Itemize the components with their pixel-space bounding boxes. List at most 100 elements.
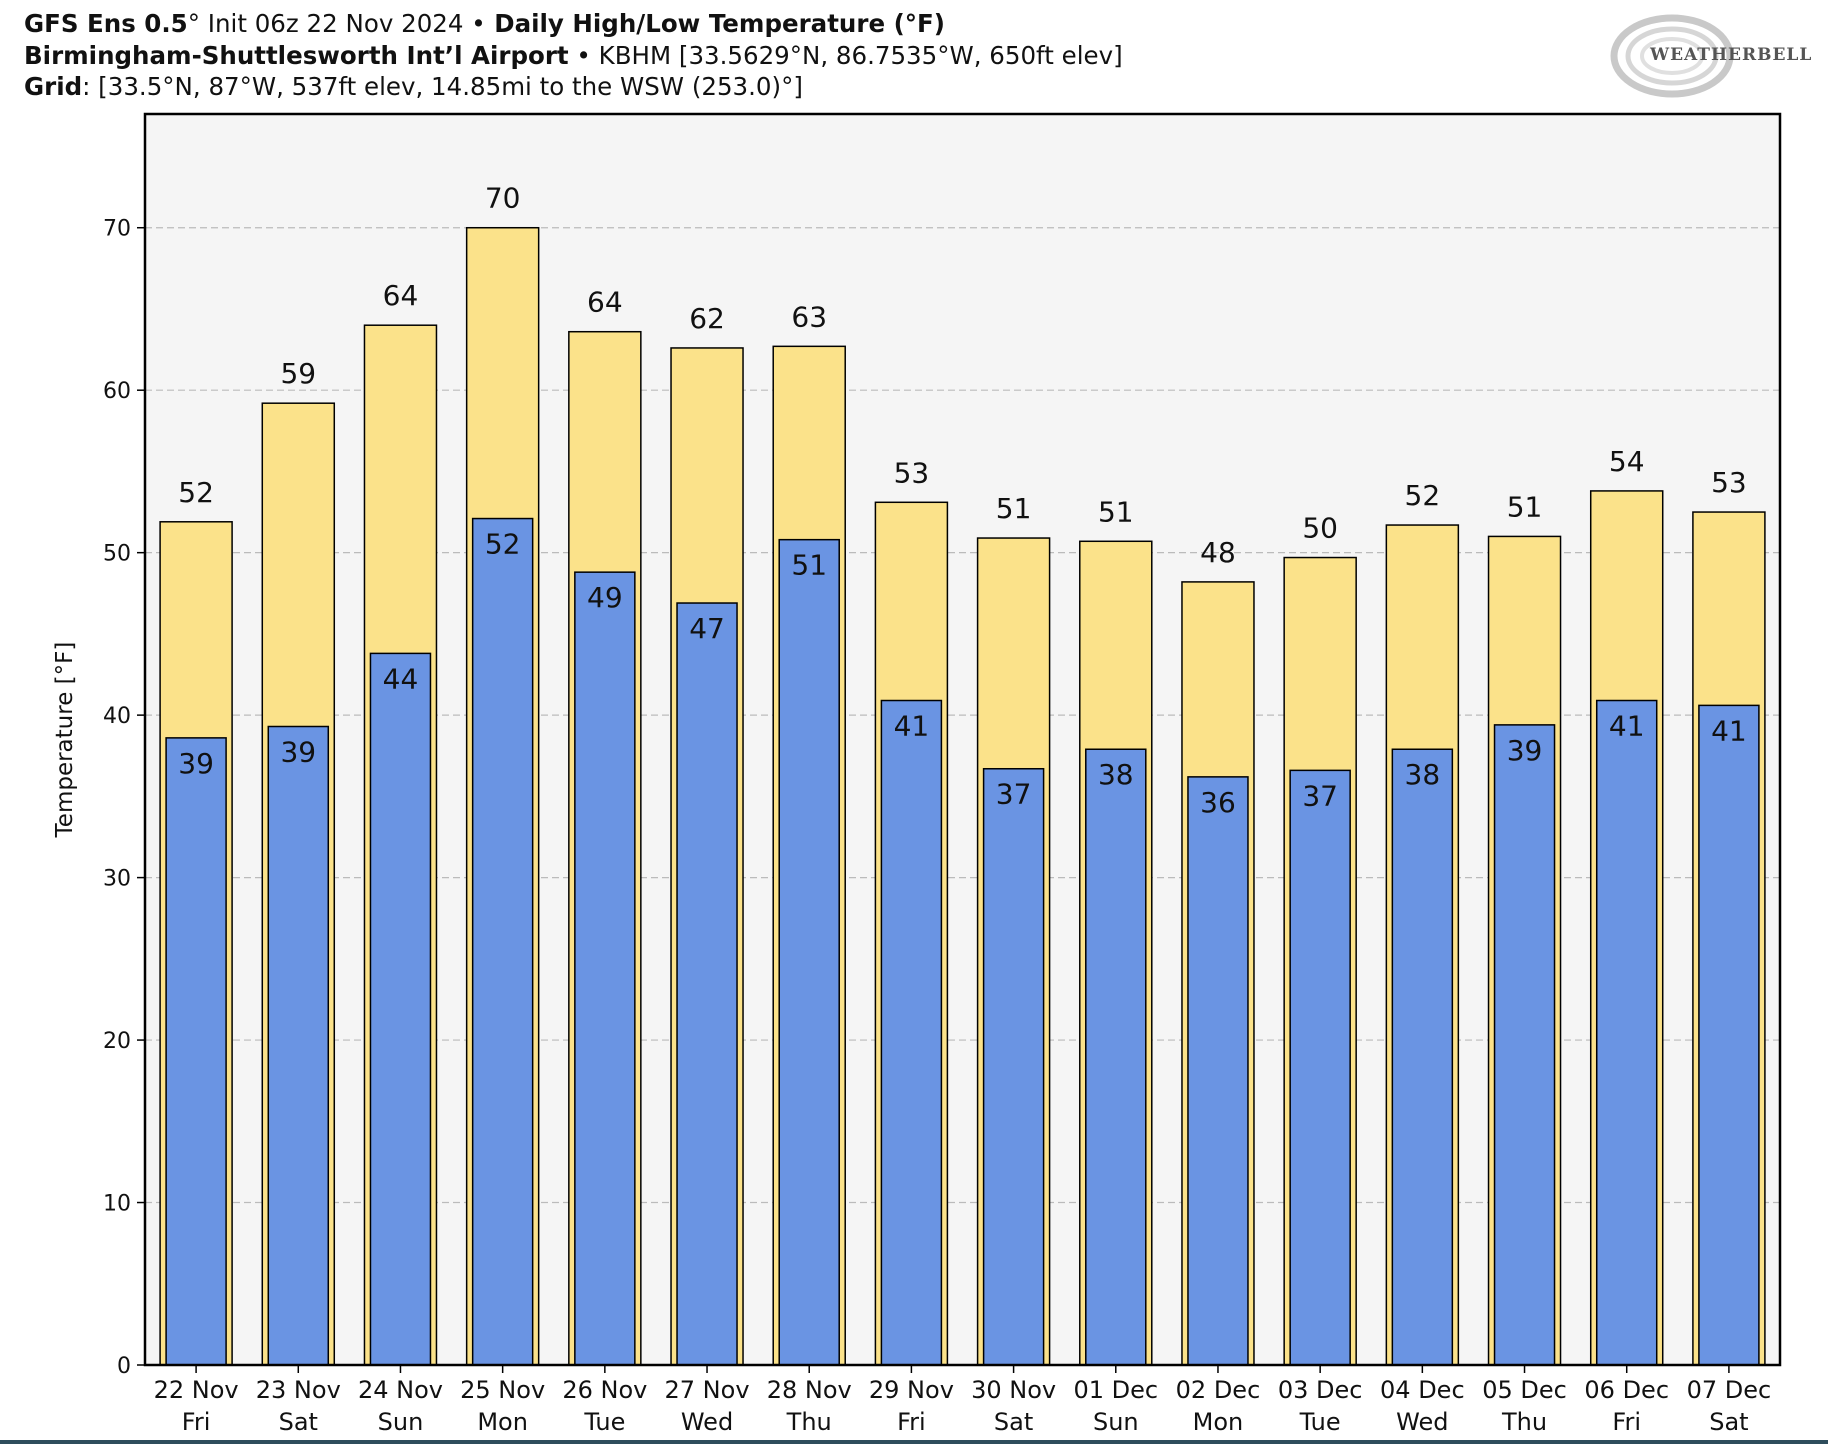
x-tick-day: Sat [1709, 1408, 1748, 1436]
high-temp-label: 52 [1405, 479, 1441, 512]
bars: 52 39 59 39 64 44 70 52 64 49 62 47 63 51 53 41 51 37 51 38… [159, 182, 1766, 1366]
x-tick-day: Sat [994, 1408, 1033, 1436]
y-tick-label: 30 [103, 867, 131, 892]
logo-text: WEATHERBELL [1650, 45, 1813, 65]
high-temp-label: 59 [280, 357, 316, 390]
low-temp-bar [676, 602, 738, 1366]
low-temp-bar [471, 517, 534, 1366]
low-temp-label: 39 [1507, 734, 1543, 767]
low-temp-bar [1391, 748, 1454, 1366]
x-tick-date: 06 Dec [1584, 1376, 1669, 1404]
low-temp-label: 41 [1609, 710, 1645, 743]
low-temp-bar [1289, 769, 1351, 1366]
high-temp-label: 50 [1302, 512, 1338, 545]
high-temp-label: 51 [996, 492, 1032, 525]
high-temp-label: 63 [791, 300, 827, 333]
x-tick-day: Wed [681, 1408, 733, 1436]
low-temp-label: 51 [791, 549, 827, 582]
low-temp-bar [369, 652, 432, 1366]
x-tick-day: Fri [182, 1408, 211, 1436]
gridlines [145, 227, 1780, 1204]
low-temp-label: 38 [1098, 758, 1134, 791]
x-tick-day: Tue [583, 1408, 625, 1436]
low-temp-bar [1595, 699, 1658, 1366]
model-name: GFS Ens 0.5 [24, 9, 188, 38]
low-temp-bar [1085, 748, 1147, 1366]
x-tick-date: 29 Nov [869, 1376, 954, 1404]
low-temp-label: 36 [1200, 786, 1236, 819]
high-temp-label: 54 [1609, 445, 1645, 478]
x-tick-date: 26 Nov [562, 1376, 647, 1404]
x-tick-day: Mon [477, 1408, 528, 1436]
bottom-bar [0, 1440, 1828, 1444]
high-temp-label: 51 [1098, 495, 1134, 528]
high-temp-label: 52 [178, 476, 214, 509]
x-tick-day: Thu [1501, 1408, 1547, 1436]
x-tick-date: 27 Nov [665, 1376, 750, 1404]
plot-frame [143, 112, 1782, 1367]
low-temp-label: 41 [1711, 714, 1747, 747]
y-axis-label: Temperature [°F] [52, 642, 78, 839]
init-time: Init 06z 22 Nov 2024 [199, 9, 472, 38]
y-tick-label: 70 [103, 217, 131, 242]
low-temp-label: 37 [1302, 779, 1338, 812]
swirl-logo-icon [1610, 14, 1734, 98]
low-temp-label: 47 [689, 612, 725, 645]
high-temp-label: 53 [1711, 466, 1747, 499]
degree-symbol: ° [187, 9, 200, 38]
header-line-1: GFS Ens 0.5° Init 06z 22 Nov 2024 • Dail… [24, 8, 1123, 40]
x-tick-date: 22 Nov [154, 1376, 239, 1404]
x-tick-date: 03 Dec [1278, 1376, 1363, 1404]
header-line-2: Birmingham-Shuttlesworth Int’l Airport •… [24, 40, 1123, 72]
x-tick-day: Wed [1396, 1408, 1448, 1436]
high-temp-label: 64 [383, 279, 419, 312]
y-tick-label: 10 [103, 1192, 131, 1217]
x-tick-date: 24 Nov [358, 1376, 443, 1404]
bullet: • [568, 40, 599, 70]
low-temp-label: 49 [587, 581, 623, 614]
y-tick-label: 0 [117, 1354, 131, 1379]
grid-info: : [33.5°N, 87°W, 537ft elev, 14.85mi to … [82, 72, 803, 101]
x-axis: 22 Nov Fri 23 Nov Sat 24 Nov Sun 25 Nov Mon 26 N… [154, 1365, 1772, 1436]
x-tick-date: 07 Dec [1687, 1376, 1772, 1404]
high-temp-label: 70 [485, 182, 521, 215]
station-info: KBHM [33.5629°N, 86.7535°W, 650ft elev] [598, 40, 1123, 70]
x-tick-day: Sun [378, 1408, 424, 1436]
x-tick-date: 30 Nov [971, 1376, 1056, 1404]
y-tick-label: 40 [103, 704, 131, 729]
x-tick-day: Fri [1612, 1408, 1641, 1436]
y-tick-label: 60 [103, 379, 131, 404]
x-tick-date: 02 Dec [1176, 1376, 1261, 1404]
x-tick-date: 01 Dec [1073, 1376, 1158, 1404]
x-tick-day: Tue [1299, 1408, 1341, 1436]
x-tick-day: Mon [1193, 1408, 1244, 1436]
low-temp-label: 44 [383, 662, 419, 695]
low-temp-bar [1493, 724, 1556, 1366]
low-temp-bar [778, 538, 840, 1366]
y-axis: 0 10 20 30 40 50 60 70 [103, 217, 145, 1379]
low-temp-label: 39 [280, 736, 316, 769]
low-temp-label: 39 [178, 747, 214, 780]
high-temp-label: 62 [689, 302, 725, 335]
low-temp-label: 52 [485, 528, 521, 561]
high-temp-label: 64 [587, 286, 623, 319]
low-temp-bar [982, 767, 1045, 1366]
low-temp-bar [574, 571, 636, 1366]
low-temp-bar [880, 699, 943, 1366]
chart-title: Daily High/Low Temperature (°F) [485, 9, 945, 38]
low-temp-label: 38 [1405, 758, 1441, 791]
low-temp-label: 37 [996, 778, 1032, 811]
x-tick-date: 28 Nov [767, 1376, 852, 1404]
x-tick-date: 25 Nov [460, 1376, 545, 1404]
weatherbell-logo: WEATHERBELL [1610, 10, 1813, 102]
high-temp-label: 53 [894, 456, 930, 489]
bullet: • [471, 9, 486, 38]
grid-label: Grid [24, 72, 83, 101]
x-tick-day: Sat [279, 1408, 318, 1436]
low-temp-bar [1698, 704, 1760, 1366]
y-tick-label: 50 [103, 542, 131, 567]
x-tick-date: 05 Dec [1482, 1376, 1567, 1404]
x-tick-date: 23 Nov [256, 1376, 341, 1404]
station-name: Birmingham-Shuttlesworth Int’l Airport [24, 40, 569, 70]
